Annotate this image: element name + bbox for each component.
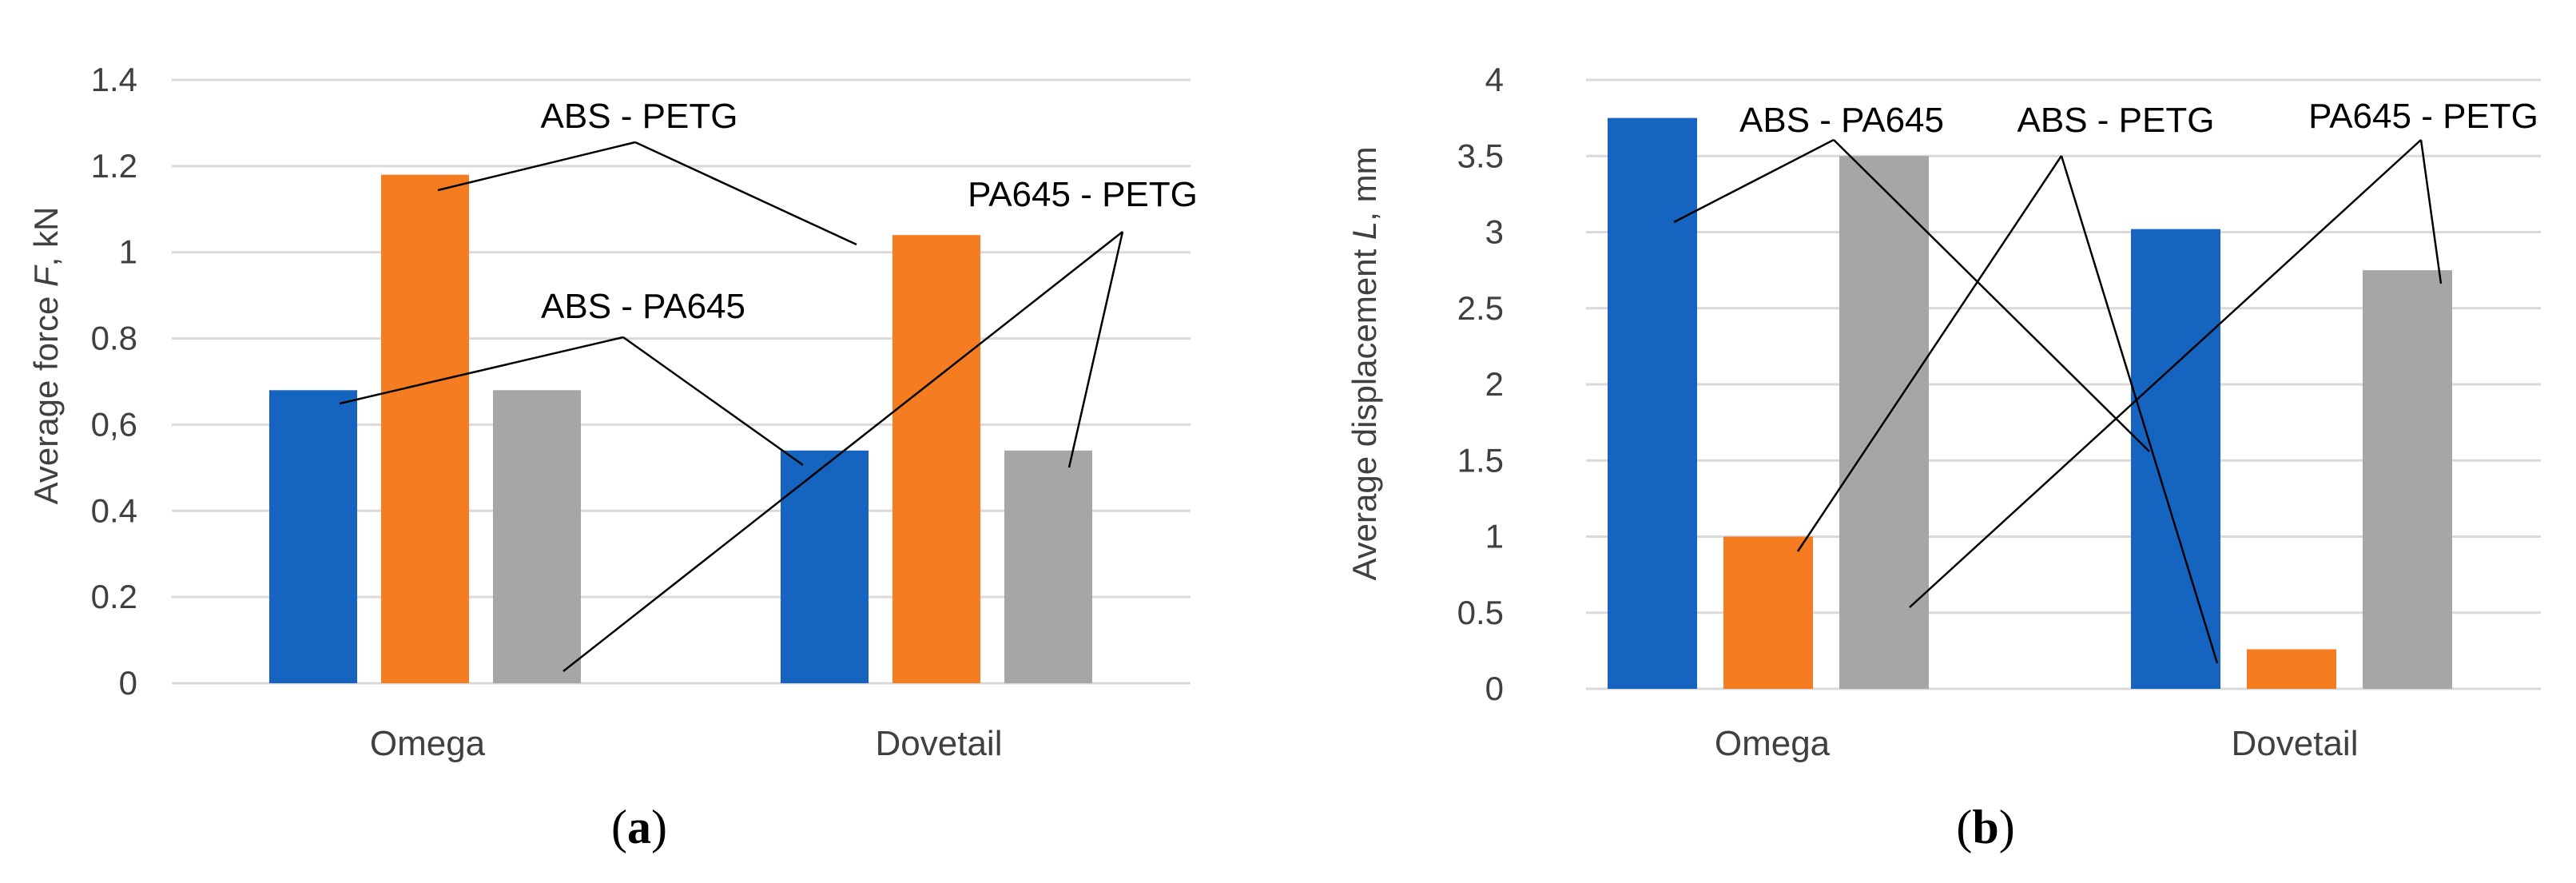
y-tick-label: 0.5 (1457, 594, 1504, 631)
annotation-label: ABS - PA645 (1739, 101, 1944, 140)
annotation-label: PA645 - PETG (2308, 97, 2538, 136)
leader-line (634, 141, 857, 246)
leader-line (1067, 231, 1124, 468)
bar (1004, 450, 1092, 683)
chart-panel-b: 0 0.5 1 1.5 2 2.5 3 3.5 4 Omega Dovetail Average… (1346, 61, 2541, 853)
bar (381, 174, 469, 684)
bar (2363, 270, 2452, 689)
x-category-label: Omega (1715, 724, 1831, 763)
annotation-label: ABS - PETG (2017, 101, 2215, 140)
leader-lines-b (1673, 138, 2443, 664)
bars-a (269, 174, 1092, 684)
y-tick-label: 0.8 (91, 320, 137, 357)
y-tick-label: 4 (1485, 61, 1504, 98)
x-category-label: Omega (370, 724, 486, 763)
y-tick-label: 0.2 (91, 578, 137, 615)
x-category-label: Dovetail (2232, 724, 2359, 763)
y-tick-label: 2 (1485, 365, 1504, 403)
leader-line (2060, 155, 2219, 664)
y-tick-label: 1 (119, 233, 137, 271)
x-category-labels-b: Omega Dovetail (1715, 724, 2359, 763)
leader-line (1909, 139, 2422, 608)
panel-label-b: (b) (1956, 801, 2014, 853)
y-axis-label-b: Average displacement L, mm (1346, 146, 1383, 580)
y-tick-label: 0 (1485, 670, 1504, 707)
y-tick-label: 1.5 (1457, 441, 1504, 479)
annotation-label: PA645 - PETG (968, 175, 1198, 214)
y-tick-label: 1.2 (91, 147, 137, 185)
y-tick-labels-b: 0 0.5 1 1.5 2 2.5 3 3.5 4 (1457, 61, 1504, 707)
leader-line (622, 336, 804, 467)
bar (2131, 229, 2220, 689)
bar (2247, 649, 2336, 689)
y-tick-label: 2.5 (1457, 289, 1504, 327)
y-tick-label: 3.5 (1457, 137, 1504, 174)
y-tick-label: 0.4 (91, 491, 137, 529)
leader-line (1796, 155, 2063, 552)
leader-line (1673, 138, 1835, 224)
leader-lines-a (339, 141, 1124, 672)
bar (493, 390, 581, 683)
leader-line (1833, 139, 2150, 452)
bar (892, 235, 980, 684)
bar (269, 390, 357, 683)
bar (1608, 117, 1697, 689)
leader-line (563, 231, 1123, 672)
x-category-label: Dovetail (876, 724, 1003, 763)
bar (781, 450, 869, 683)
y-tick-label: 1 (1485, 518, 1504, 555)
leader-line (437, 141, 636, 192)
annotation-label: ABS - PETG (541, 97, 738, 136)
panel-label-a: (a) (611, 801, 667, 853)
y-tick-labels-a: 0 0.2 0.4 0,6 0.8 1 1.2 1.4 (91, 61, 137, 702)
leader-line (2419, 139, 2443, 284)
y-tick-label: 0 (119, 664, 137, 702)
y-tick-label: 0,6 (91, 405, 137, 443)
bar (1723, 536, 1813, 689)
y-axis-label-a: Average force F, kN (27, 207, 65, 505)
y-tick-label: 1.4 (91, 61, 137, 98)
x-category-labels-a: Omega Dovetail (370, 724, 1003, 763)
y-tick-label: 3 (1485, 213, 1504, 251)
annotation-label: ABS - PA645 (541, 287, 745, 326)
leader-line (339, 336, 624, 405)
chart-panel-a: 0 0.2 0.4 0,6 0.8 1 1.2 1.4 Omega Dovetail Aver… (27, 61, 1198, 853)
